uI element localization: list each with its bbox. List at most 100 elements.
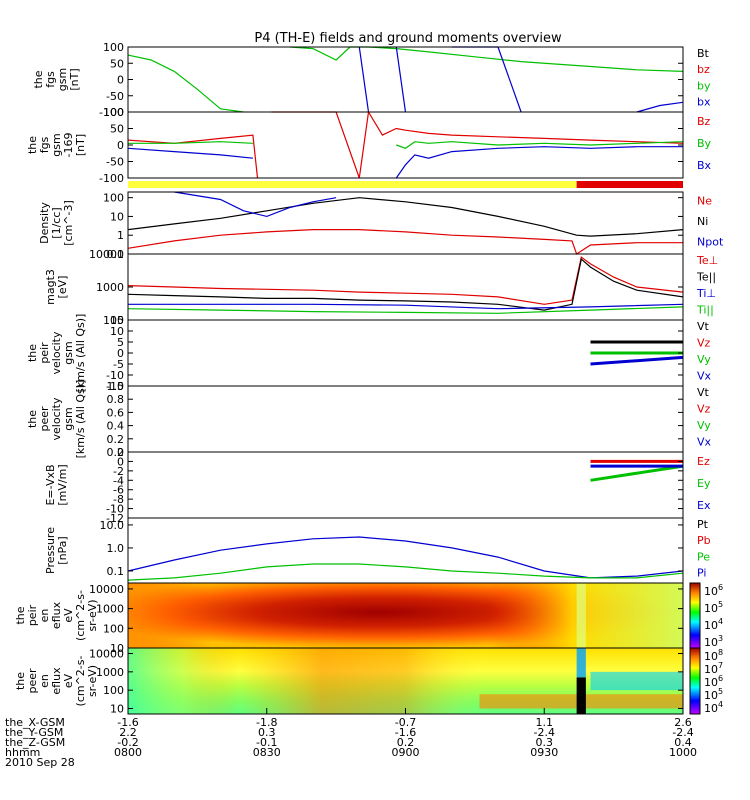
- legend-entry-by: by: [697, 79, 711, 92]
- legend-entry-Vz: Vz: [697, 336, 711, 349]
- series-line-Ti⊥: [128, 303, 684, 310]
- x-tick-label: 0800: [114, 746, 142, 759]
- spectrogram-electron-gap-top: [576, 648, 586, 678]
- panel-frame: [127, 385, 684, 453]
- y-tick-label: 1.0: [107, 380, 125, 393]
- x-tick-label: -1.6: [117, 716, 138, 729]
- x-tick-label: -1.6: [395, 726, 416, 739]
- legend-entry-Vx: Vx: [697, 369, 712, 382]
- y-axis-label: Pressure: [44, 527, 57, 574]
- series-line-by: [127, 46, 684, 113]
- panel-frame: [127, 517, 684, 584]
- panel-frame: [127, 46, 684, 113]
- flag-bar-yellow: [128, 181, 577, 188]
- y-tick-label: 0: [117, 455, 124, 468]
- legend-entry-Ti||: Ti||: [696, 303, 714, 316]
- legend-entry-Ne: Ne: [697, 194, 712, 207]
- x-tick-label: 0900: [392, 746, 420, 759]
- y-axis-label: [nPa]: [56, 536, 69, 564]
- colorbar-tick-label: 103: [704, 634, 723, 649]
- y-axis-label: the: [26, 344, 39, 362]
- y-tick-label: 0: [117, 139, 124, 152]
- legend-entry-Pt: Pt: [697, 518, 709, 531]
- y-axis-label: peir: [38, 342, 51, 364]
- legend-entry-Vx: Vx: [697, 435, 712, 448]
- y-tick-label: 0: [117, 74, 124, 87]
- y-tick-label: 0.1: [107, 248, 125, 261]
- x-tick-label: -1.8: [256, 716, 277, 729]
- legend-entry-Pe: Pe: [697, 550, 710, 563]
- colorbar-electron: [689, 647, 701, 715]
- y-tick-label: -4: [113, 474, 124, 487]
- x-row-label: the_X-GSM: [5, 716, 65, 729]
- legend-entry-Vy: Vy: [697, 419, 711, 432]
- y-axis-label: [nT]: [74, 134, 87, 156]
- x-tick-label: -2.4: [672, 726, 693, 739]
- y-axis-label: gsm: [62, 341, 75, 364]
- y-tick-label: 50: [110, 123, 124, 136]
- series-line-Ni: [127, 197, 684, 237]
- panel-peir_eflux: 106 105 104 103 10000 1000 100 10 the peir en eflux…: [14, 582, 723, 655]
- y-axis-label: the: [14, 672, 27, 690]
- x-tick-label: 2.2: [119, 726, 137, 739]
- y-tick-label: 0.6: [107, 406, 125, 419]
- panel-pressure: 10.0 1.0 0.1 Pressure [nPa] Pt Pb Pe Pi: [44, 517, 711, 584]
- legend-entry-bz: bz: [697, 63, 710, 76]
- series-line-Npot: [174, 191, 337, 218]
- legend-entry-Bx: Bx: [697, 159, 712, 172]
- y-tick-label: 1000: [96, 666, 124, 679]
- y-tick-label: -10: [106, 503, 124, 516]
- y-tick-label: -50: [106, 156, 124, 169]
- y-axis-label: (cm^2-s-: [74, 656, 87, 707]
- panel-efield: 20-2-4-6-8-10-12 E=-VxB [mV/m] Ez Ey Ex: [44, 446, 711, 525]
- y-tick-label: -10: [106, 369, 124, 382]
- y-tick-label: 0.0: [107, 446, 125, 459]
- y-axis-label: fgs: [38, 136, 51, 153]
- series-line-By: [128, 141, 684, 149]
- y-axis-label: gsm: [56, 68, 69, 91]
- y-axis-label: en: [38, 609, 51, 623]
- legend-entry-Vt: Vt: [697, 386, 710, 399]
- panel-density: 100 10 1 0.1 Density [1/cc] [cm^-3] Ne Ni Npot: [38, 191, 724, 261]
- y-tick-label: -6: [113, 484, 124, 497]
- y-tick-label: -15: [106, 380, 124, 393]
- y-axis-label: velocity: [50, 331, 63, 374]
- panel-fgs_gsm: 100 50 0 -50 -100 the fgs gsm [nT] Bt bz by bx: [32, 41, 711, 119]
- legend-entry-Vy: Vy: [697, 353, 711, 366]
- y-axis-label: E=-VxB: [44, 464, 57, 505]
- y-axis-label: the: [26, 410, 39, 428]
- y-tick-label: 0.4: [107, 420, 125, 433]
- series-line-Te||: [127, 257, 684, 311]
- y-axis-label: [mV/m]: [56, 464, 69, 505]
- y-tick-label: 1: [117, 229, 124, 242]
- y-axis-label: [nT]: [68, 68, 81, 90]
- y-axis-label: the: [26, 136, 39, 154]
- legend-entry-Pb: Pb: [697, 534, 711, 547]
- x-tick-label: 0930: [530, 746, 558, 759]
- y-tick-label: 100: [103, 41, 124, 54]
- panel-fgs_gsm_169: 100 50 0 -50 -100 the fgs gsm -169 [nT] Bz By Bx: [26, 106, 712, 188]
- y-tick-label: 1000: [96, 603, 124, 616]
- y-axis-label: gsm: [62, 407, 75, 430]
- y-axis-label: en: [38, 674, 51, 688]
- y-tick-label: 100: [103, 622, 124, 635]
- y-tick-label: 100: [103, 192, 124, 205]
- legend-entry-bx: bx: [697, 96, 711, 109]
- y-tick-label: 5: [117, 336, 124, 349]
- x-tick-label: 0.4: [674, 736, 692, 749]
- y-axis-label: [km/s (All Qs)]: [74, 380, 87, 459]
- y-tick-label: 100: [103, 106, 124, 119]
- series-line-Vx: [590, 355, 684, 366]
- series-line-Pe: [127, 563, 684, 581]
- series-line-bx: [358, 46, 684, 113]
- spectrogram-ion-overlay: [128, 583, 683, 648]
- y-tick-label: 0.8: [107, 393, 125, 406]
- legend-entry-Bz: Bz: [697, 115, 711, 128]
- x-tick-label: 2.6: [674, 716, 692, 729]
- x-row-label: hhmm: [5, 746, 40, 759]
- legend-entry-Ez: Ez: [697, 455, 710, 468]
- x-tick-label: 0.3: [536, 736, 554, 749]
- x-tick-label: -0.7: [395, 716, 416, 729]
- colorbar-ion: [689, 582, 701, 649]
